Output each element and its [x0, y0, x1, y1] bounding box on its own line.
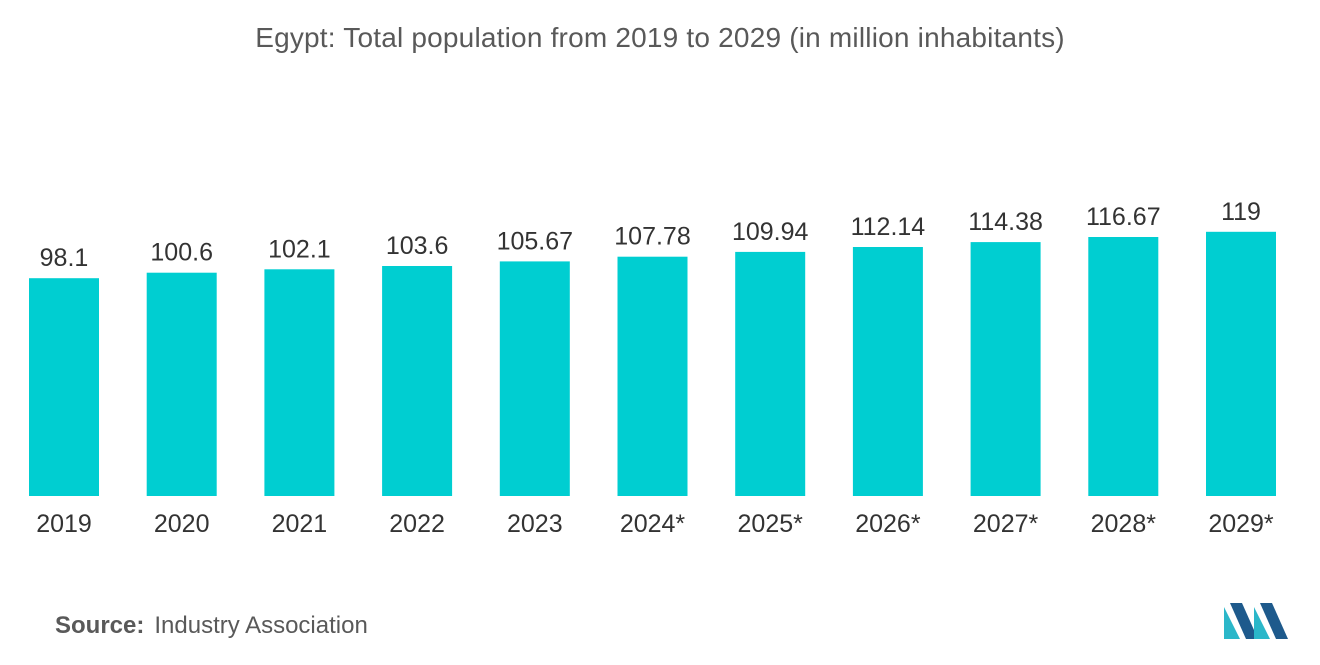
- bar-2028-forecast: [1088, 237, 1159, 496]
- source-value: Industry Association: [154, 612, 368, 639]
- data-label: 109.94: [732, 218, 809, 246]
- bar-2029-forecast: [1206, 231, 1276, 497]
- bar-2021: [264, 269, 335, 496]
- x-tick-label: 2023: [507, 510, 563, 538]
- x-tick-label: 2021: [272, 510, 328, 538]
- x-tick-label: 2026*: [855, 510, 921, 538]
- data-label: 100.6: [150, 239, 213, 267]
- source-label: Source:: [55, 612, 145, 639]
- bar-2020: [146, 272, 217, 496]
- logo-shape-left: [1224, 607, 1240, 639]
- bar-2019: [29, 278, 99, 496]
- data-label: 105.67: [497, 227, 573, 255]
- data-label: 103.6: [386, 232, 449, 260]
- logo-shape-right-dark: [1260, 603, 1288, 639]
- data-label: 116.67: [1086, 203, 1161, 231]
- x-tick-label: 2020: [154, 510, 210, 538]
- data-label: 102.1: [268, 235, 331, 263]
- bar-2022: [382, 266, 453, 496]
- x-axis-tick-labels: 2019 2020 2021 2022 2023 2024* 2025* 2026* 2027*…: [36, 510, 1274, 538]
- x-tick-label: 2025*: [738, 510, 804, 538]
- logo-shape-left-dark: [1230, 603, 1258, 639]
- bar-2023: [499, 261, 570, 496]
- bar-2027-forecast: [970, 242, 1041, 496]
- source-note: Source: Industry Association: [55, 612, 368, 640]
- value-labels-group: 98.1 100.6 102.1 103.6 105.67 107.78 109.94 112…: [40, 198, 1261, 272]
- bar-2026-forecast: [852, 247, 923, 496]
- logo-shape-right: [1254, 607, 1270, 639]
- bars-group: [29, 231, 1276, 497]
- bar-2025-forecast: [735, 251, 806, 496]
- x-tick-label: 2024*: [620, 510, 686, 538]
- data-label: 112.14: [851, 213, 926, 241]
- x-tick-label: 2027*: [973, 510, 1039, 538]
- bar-2024-forecast: [617, 256, 688, 496]
- chart-title: Egypt: Total population from 2019 to 202…: [255, 22, 1065, 53]
- data-label: 114.38: [968, 208, 1043, 236]
- x-tick-label: 2029*: [1208, 510, 1274, 538]
- bar-chart: 98.1 100.6 102.1 103.6 105.67 107.78 109.94 112…: [29, 198, 1276, 538]
- x-tick-label: 2028*: [1091, 510, 1157, 538]
- data-label: 107.78: [614, 223, 690, 251]
- data-label: 98.1: [40, 244, 89, 272]
- x-tick-label: 2022: [389, 510, 445, 538]
- mordor-intelligence-logo-icon: [1224, 603, 1288, 639]
- x-tick-label: 2019: [36, 510, 92, 538]
- data-label: 119: [1221, 198, 1261, 226]
